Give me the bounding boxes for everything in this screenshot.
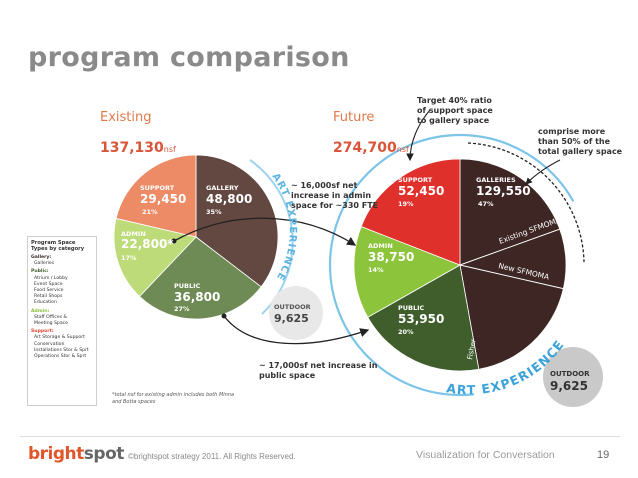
legend-heading: Program Space Types by category — [31, 240, 85, 252]
future-pie — [353, 158, 567, 372]
legend-item: Operations Stor & Sprt — [34, 354, 87, 360]
tagline: Visualization for Conversation — [416, 449, 555, 461]
brand-part-2: spot — [83, 444, 125, 464]
future-admin-value: 38,750 — [368, 250, 414, 264]
existing-support-label: SUPPORT — [140, 184, 175, 192]
existing-outdoor-label: OUTDOOR — [274, 303, 311, 311]
pie-slice-admin — [353, 226, 461, 318]
existing-admin-value: 22,800* — [121, 237, 174, 251]
future-admin-pct: 14% — [368, 266, 384, 274]
existing-header: Existing — [100, 110, 152, 125]
existing-admin-label: ADMIN — [121, 230, 146, 238]
existing-outdoor-value: 9,625 — [274, 312, 309, 325]
admin-arrow — [173, 217, 357, 246]
fisher-label: Fisher — [466, 338, 477, 360]
existing-public-value: 36,800 — [174, 290, 220, 304]
legend-group-label: Public: — [31, 269, 49, 275]
galleries-dashed-arc — [467, 142, 585, 263]
future-total: 274,700nsf — [333, 140, 409, 156]
legend-item: Atrium / Lobby — [34, 275, 68, 281]
legend-item: Staff Offices & — [34, 314, 68, 320]
brand-part-1: bright — [28, 444, 84, 464]
legend-item: Installations Stor & Sprt — [34, 347, 89, 353]
galleries-note-arrow — [525, 159, 561, 185]
existing-public-pct: 27% — [174, 305, 190, 313]
pie-slice-support — [360, 158, 461, 266]
brightspot-logo: brightspot — [28, 444, 124, 464]
legend-item: Art Storage & Support — [34, 335, 85, 341]
legend-item: Food Service — [34, 288, 64, 294]
existing-pie — [113, 154, 279, 320]
legend: Program Space Types by category Gallery:… — [27, 236, 97, 406]
existing-total: 137,130nsf — [100, 140, 176, 156]
admin-increase-note: ~ 16,000sf net increase in admin space f… — [291, 181, 379, 210]
legend-group-admin: Admin: Staff Offices & Meeting Space — [31, 309, 93, 328]
public-increase-note: ~ 17,000sf net increase in public space — [259, 361, 378, 380]
legend-item: Meeting Space — [34, 321, 68, 327]
pie-slice-support — [115, 154, 197, 238]
target-note: Target 40% ratio of support space to gal… — [417, 96, 493, 125]
pie-slice-public — [138, 236, 262, 320]
new-sfmoma-line — [459, 264, 579, 293]
page-title: program comparison — [28, 42, 350, 73]
existing-total-unit: nsf — [163, 145, 176, 154]
future-header: Future — [333, 110, 375, 125]
future-total-unit: nsf — [396, 145, 409, 154]
page-number: 19 — [597, 449, 610, 461]
future-admin-label: ADMIN — [368, 242, 393, 250]
legend-group-gallery: Gallery: Galleries — [31, 255, 93, 267]
pie-slice-public — [367, 264, 480, 372]
pie-slice-gallery — [195, 154, 279, 288]
existing-support-pct: 21% — [142, 208, 158, 216]
pie-slice-admin — [113, 217, 197, 297]
legend-item: Conservation — [34, 341, 65, 347]
future-support-label: SUPPORT — [398, 176, 433, 184]
legend-group-support: Support: Art Storage & Support Conservat… — [31, 329, 93, 360]
existing-total-value: 137,130 — [100, 140, 164, 156]
existing-support-value: 29,450 — [140, 192, 186, 206]
future-outdoor-value: 9,625 — [550, 379, 588, 393]
future-public-pct: 20% — [398, 328, 414, 336]
public-arrow — [223, 315, 370, 345]
existing-gallery-value: 48,800 — [206, 192, 252, 206]
target-arrow — [406, 109, 431, 162]
future-support-pct: 19% — [398, 200, 414, 208]
legend-item: Galleries — [34, 261, 55, 267]
legend-group-label: Admin: — [31, 308, 50, 314]
future-outdoor-circle — [543, 347, 603, 407]
future-public-value: 53,950 — [398, 312, 444, 326]
future-total-value: 274,700 — [333, 140, 397, 156]
future-galleries-value: 129,550 — [476, 184, 531, 198]
legend-item: Retail Shops — [34, 294, 63, 300]
existing-outdoor-circle — [269, 286, 323, 340]
existing-admin-pct: 17% — [121, 254, 137, 262]
footer-divider — [20, 436, 620, 437]
existing-gallery-label: GALLERY — [206, 184, 239, 192]
future-ring — [328, 133, 592, 397]
existing-sfmoma-line — [459, 223, 575, 266]
legend-group-label: Gallery: — [31, 255, 52, 260]
galleries-note: comprise more than 50% of the total gall… — [538, 127, 623, 156]
future-galleries-pct: 47% — [478, 200, 494, 208]
public-arrow-dot — [221, 313, 227, 319]
admin-arrow-dot — [171, 238, 177, 244]
copyright: ©brightspot strategy 2011. All Rights Re… — [128, 452, 296, 461]
legend-item: Event Space — [34, 281, 63, 287]
footnote: *total nsf for existing admin includes b… — [112, 392, 235, 405]
legend-group-public: Public: Atrium / Lobby Event Space Food … — [31, 269, 93, 306]
future-support-value: 52,450 — [398, 184, 444, 198]
existing-public-label: PUBLIC — [174, 282, 201, 290]
pie-slice-galleries — [459, 158, 567, 370]
legend-group-label: Support: — [31, 329, 54, 335]
future-galleries-label: GALLERIES — [476, 176, 516, 184]
existing-gallery-pct: 35% — [206, 208, 222, 216]
future-outdoor-label: OUTDOOR — [550, 370, 590, 378]
future-public-label: PUBLIC — [398, 304, 425, 312]
legend-item: Education — [34, 300, 57, 306]
